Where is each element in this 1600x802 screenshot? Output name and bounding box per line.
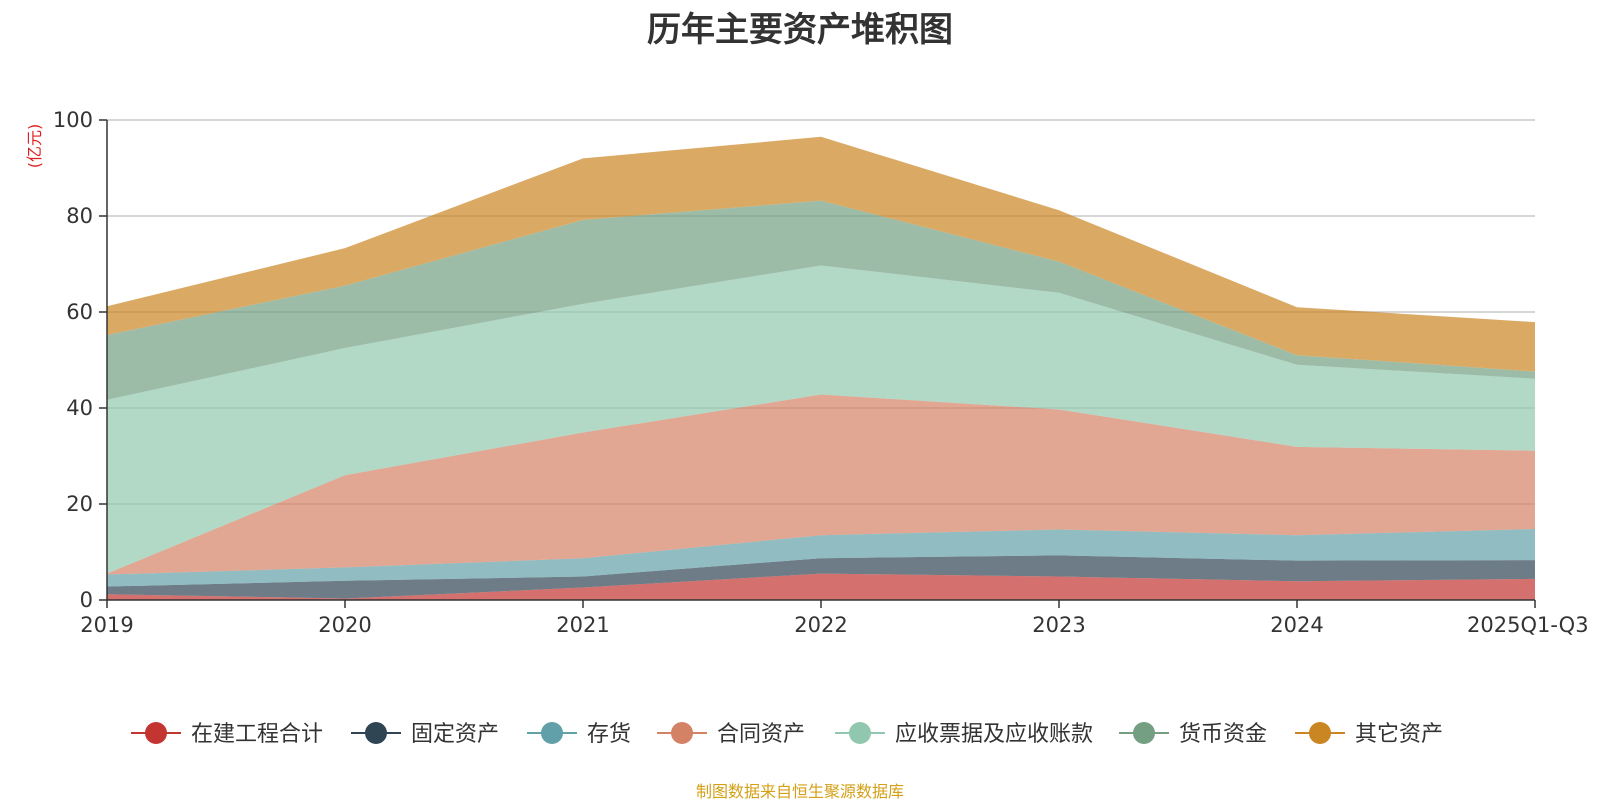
axis-layer: 0 20 40 60 80 100 (亿元) 2019 2020 2021 2022 2023 2024…	[25, 108, 1589, 637]
legend-marker-2	[541, 722, 563, 744]
y-axis-unit-label: (亿元)	[25, 124, 44, 169]
area-series-4	[107, 265, 1535, 574]
y-tick-label-80: 80	[66, 204, 93, 228]
legend-label-3: 合同资产	[717, 722, 805, 747]
area-series-2	[107, 528, 1535, 587]
area-series-0	[107, 573, 1535, 600]
legend-item-4[interactable]: 应收票据及应收账款	[835, 722, 1093, 747]
legend-label-5: 货币资金	[1179, 722, 1267, 747]
area-layer	[107, 136, 1535, 600]
legend-marker-5	[1133, 722, 1155, 744]
legend-item-5[interactable]: 货币资金	[1119, 722, 1267, 747]
chart-title: 历年主要资产堆积图	[647, 10, 953, 50]
legend: 在建工程合计 固定资产 存货 合同资产 应收票据及应收账款 货币资金 其它资产	[131, 722, 1443, 747]
legend-item-2[interactable]: 存货	[527, 722, 631, 747]
legend-label-1: 固定资产	[411, 722, 499, 747]
area-series-3	[107, 394, 1535, 575]
area-series-5	[107, 200, 1535, 400]
legend-marker-6	[1309, 722, 1331, 744]
x-tick-label-2: 2021	[556, 613, 609, 637]
y-tick-label-0: 0	[80, 588, 93, 612]
x-tick-label-1: 2020	[318, 613, 371, 637]
y-tick-label-100: 100	[53, 108, 93, 132]
legend-label-2: 存货	[587, 722, 631, 747]
legend-item-6[interactable]: 其它资产	[1295, 722, 1443, 747]
legend-label-4: 应收票据及应收账款	[895, 722, 1093, 747]
area-series-1	[107, 555, 1535, 599]
x-tick-label-5: 2024	[1270, 613, 1323, 637]
legend-item-1[interactable]: 固定资产	[351, 722, 499, 747]
legend-item-0[interactable]: 在建工程合计	[131, 722, 323, 747]
legend-marker-0	[145, 722, 167, 744]
data-source-note: 制图数据来自恒生聚源数据库	[695, 782, 904, 801]
legend-label-0: 在建工程合计	[191, 722, 323, 747]
y-tick-label-60: 60	[66, 300, 93, 324]
legend-label-6: 其它资产	[1355, 722, 1443, 747]
x-tick-label-0: 2019	[80, 613, 133, 637]
legend-marker-1	[365, 722, 387, 744]
legend-marker-4	[849, 722, 871, 744]
legend-item-3[interactable]: 合同资产	[657, 722, 805, 747]
x-tick-label-6: 2025Q1-Q3	[1467, 613, 1589, 637]
y-tick-label-40: 40	[66, 396, 93, 420]
area-series-6	[107, 136, 1535, 372]
y-tick-label-20: 20	[66, 492, 93, 516]
x-tick-label-4: 2023	[1032, 613, 1085, 637]
x-tick-label-3: 2022	[794, 613, 847, 637]
legend-marker-3	[671, 722, 693, 744]
